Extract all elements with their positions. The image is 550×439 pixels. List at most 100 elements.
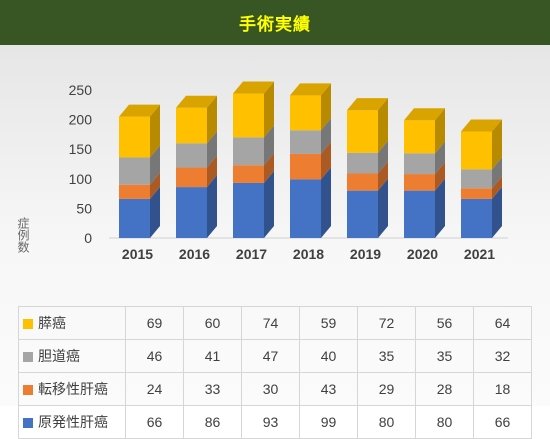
legend-swatch <box>23 418 33 428</box>
bar-segment-side <box>264 125 274 166</box>
table-cell: 56 <box>415 306 474 340</box>
bar-segment <box>290 179 321 238</box>
table-cell: 24 <box>125 372 184 406</box>
table-cell: 40 <box>299 339 358 373</box>
bar-segment-side <box>264 81 274 138</box>
x-tick-label: 2021 <box>464 246 495 262</box>
bar-segment <box>461 198 492 238</box>
bar-segment <box>347 110 378 153</box>
bar-segment-side <box>435 162 445 191</box>
x-tick-label: 2019 <box>350 246 381 262</box>
bar-segment <box>404 120 435 154</box>
legend-cell: 膵癌 <box>18 306 126 340</box>
table-row: 胆道癌 46 41 47 40 35 35 32 <box>18 339 532 373</box>
table-cell: 86 <box>183 405 242 439</box>
bar-segment-side <box>321 141 331 180</box>
legend-label: 膵癌 <box>38 315 66 331</box>
bar-segment <box>461 169 492 189</box>
bar-segment-side <box>435 141 445 175</box>
page-title: 手術実績 <box>239 15 311 35</box>
bar-segment <box>233 137 264 166</box>
table-cell: 66 <box>473 405 532 439</box>
bar-segment <box>290 95 321 131</box>
bar-segment <box>233 93 264 138</box>
bar-segment <box>461 188 492 199</box>
legend-swatch <box>23 385 33 395</box>
bar-segment <box>290 153 321 180</box>
bar-segment-side <box>207 95 217 144</box>
y-tick-label: 150 <box>69 141 93 157</box>
bar-segment-side <box>378 178 388 238</box>
table-cell: 41 <box>183 339 242 373</box>
bar-segment <box>176 187 207 238</box>
x-tick-label: 2020 <box>407 246 438 262</box>
bar-top-face <box>404 108 445 121</box>
legend-swatch <box>23 352 33 362</box>
bar-segment-side <box>492 176 502 199</box>
table-cell: 60 <box>183 306 242 340</box>
bar-top-face <box>233 81 274 94</box>
bar-segment-side <box>378 161 388 191</box>
bar-segment-side <box>150 172 160 199</box>
bar-segment-side <box>321 83 331 131</box>
bar-segment <box>404 153 435 175</box>
table-cell: 69 <box>125 306 184 340</box>
legend-cell: 転移性肝癌 <box>18 372 126 406</box>
bar-segment-side <box>207 155 217 188</box>
table-cell: 35 <box>415 339 474 373</box>
bar-segment <box>119 157 150 185</box>
bar-segment <box>347 173 378 191</box>
table-cell: 99 <box>299 405 358 439</box>
bar-segment-side <box>207 131 217 168</box>
bar-segment-side <box>321 118 331 154</box>
y-tick-label: 100 <box>69 171 93 187</box>
table-cell: 80 <box>415 405 474 439</box>
x-tick-label: 2018 <box>293 246 324 262</box>
data-table: 膵癌 69 60 74 59 72 56 64 胆道癌 46 41 47 40 35 35 32 転移性肝癌 24… <box>18 306 532 439</box>
bar-segment <box>404 190 435 238</box>
bar-segment-side <box>321 167 331 238</box>
x-tick-label: 2017 <box>236 246 267 262</box>
table-cell: 59 <box>299 306 358 340</box>
table-cell: 72 <box>357 306 416 340</box>
table-cell: 35 <box>357 339 416 373</box>
bar-segment <box>119 116 150 158</box>
table-row: 膵癌 69 60 74 59 72 56 64 <box>18 306 532 340</box>
header-bar: 手術実績 <box>0 0 550 45</box>
bar-top-face <box>461 119 502 132</box>
table-row: 転移性肝癌 24 33 30 43 29 28 18 <box>18 372 532 406</box>
table-cell: 46 <box>125 339 184 373</box>
bar-segment-side <box>492 186 502 238</box>
table-cell: 93 <box>241 405 300 439</box>
bar-segment-side <box>264 153 274 183</box>
legend-cell: 原発性肝癌 <box>18 405 126 439</box>
bar-segment <box>347 152 378 174</box>
x-tick-label: 2015 <box>122 246 153 262</box>
table-cell: 29 <box>357 372 416 406</box>
bar-segment <box>176 143 207 168</box>
bar-segment <box>404 174 435 191</box>
bar-segment-side <box>492 119 502 170</box>
y-tick-label: 0 <box>84 230 92 246</box>
bar-segment-side <box>492 157 502 189</box>
bar-segment <box>347 190 378 238</box>
table-cell: 32 <box>473 339 532 373</box>
table-cell: 28 <box>415 372 474 406</box>
bar-top-face <box>347 98 388 111</box>
chart-panel: 0 50 100 150 200 250 2015 2016 2017 2018 2019 2020 2… <box>0 45 550 439</box>
legend-cell: 胆道癌 <box>18 339 126 373</box>
table-cell: 66 <box>125 405 184 439</box>
bar-segment <box>290 130 321 154</box>
table-cell: 30 <box>241 372 300 406</box>
legend-label: 胆道癌 <box>38 348 80 364</box>
table-cell: 74 <box>241 306 300 340</box>
table-cell: 64 <box>473 306 532 340</box>
bar-segment-side <box>378 98 388 153</box>
bar-top-face <box>290 83 331 96</box>
bar-segment <box>176 107 207 144</box>
bar-segment-side <box>150 186 160 238</box>
bar-segment <box>233 165 264 183</box>
y-tick-label: 250 <box>69 82 93 98</box>
bar-segment-side <box>435 178 445 238</box>
